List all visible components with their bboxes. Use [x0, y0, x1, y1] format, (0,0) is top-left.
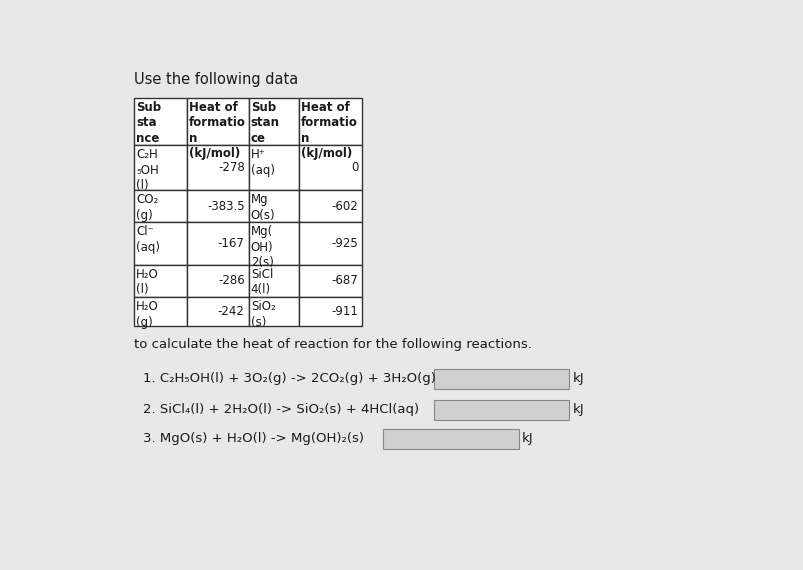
Text: Use the following data: Use the following data — [133, 72, 298, 87]
Bar — [299, 222, 362, 264]
Text: -602: -602 — [332, 200, 358, 213]
Bar — [186, 264, 248, 297]
Text: Sub
sta
nce: Sub sta nce — [136, 101, 161, 145]
Bar — [299, 264, 362, 297]
Bar — [248, 97, 299, 145]
Bar — [299, 97, 362, 145]
Text: Sub
stan
ce: Sub stan ce — [251, 101, 279, 145]
Bar — [133, 190, 186, 222]
Bar — [186, 190, 248, 222]
Bar — [248, 297, 299, 327]
Text: SiO₂
(s): SiO₂ (s) — [251, 300, 275, 329]
Text: -278: -278 — [218, 161, 244, 174]
Text: 0: 0 — [351, 161, 358, 174]
Text: H₂O
(g): H₂O (g) — [136, 300, 159, 329]
Text: H⁺
(aq): H⁺ (aq) — [251, 148, 275, 177]
Bar — [133, 264, 186, 297]
Text: Mg
O(s): Mg O(s) — [251, 193, 275, 222]
Text: 1. C₂H₅OH(l) + 3O₂(g) -> 2CO₂(g) + 3H₂O(g): 1. C₂H₅OH(l) + 3O₂(g) -> 2CO₂(g) + 3H₂O(… — [143, 372, 435, 385]
Text: CO₂
(g): CO₂ (g) — [136, 193, 158, 222]
Text: -911: -911 — [332, 305, 358, 318]
Bar — [186, 222, 248, 264]
Bar — [248, 190, 299, 222]
Text: Heat of
formatio
n
(kJ/mol): Heat of formatio n (kJ/mol) — [301, 101, 357, 160]
Bar — [299, 297, 362, 327]
Text: H₂O
(l): H₂O (l) — [136, 268, 159, 296]
Bar — [133, 97, 186, 145]
Bar — [248, 145, 299, 190]
Text: -286: -286 — [218, 274, 244, 287]
Text: -687: -687 — [332, 274, 358, 287]
Text: -242: -242 — [218, 305, 244, 318]
Bar — [186, 145, 248, 190]
Text: C₂H
₅OH
(l): C₂H ₅OH (l) — [136, 148, 159, 193]
Bar — [133, 222, 186, 264]
Text: -383.5: -383.5 — [206, 200, 244, 213]
Bar — [299, 190, 362, 222]
Bar — [133, 145, 186, 190]
Bar — [186, 97, 248, 145]
Text: kJ: kJ — [572, 372, 583, 385]
Bar — [433, 400, 569, 420]
Bar — [133, 297, 186, 327]
Text: kJ: kJ — [521, 432, 533, 445]
Text: Heat of
formatio
n
(kJ/mol): Heat of formatio n (kJ/mol) — [189, 101, 246, 160]
Text: 2. SiCl₄(l) + 2H₂O(l) -> SiO₂(s) + 4HCl(aq): 2. SiCl₄(l) + 2H₂O(l) -> SiO₂(s) + 4HCl(… — [143, 403, 418, 416]
Bar — [383, 429, 519, 449]
Bar — [248, 264, 299, 297]
Text: Cl⁻
(aq): Cl⁻ (aq) — [136, 226, 160, 254]
Bar — [299, 145, 362, 190]
Text: to calculate the heat of reaction for the following reactions.: to calculate the heat of reaction for th… — [133, 337, 531, 351]
Bar — [186, 297, 248, 327]
Text: -925: -925 — [332, 237, 358, 250]
Text: -167: -167 — [218, 237, 244, 250]
Bar — [433, 369, 569, 389]
Text: kJ: kJ — [572, 403, 583, 416]
Text: 3. MgO(s) + H₂O(l) -> Mg(OH)₂(s): 3. MgO(s) + H₂O(l) -> Mg(OH)₂(s) — [143, 432, 364, 445]
Bar — [248, 222, 299, 264]
Text: SiCl
4(l): SiCl 4(l) — [251, 268, 273, 296]
Text: Mg(
OH)
2(s): Mg( OH) 2(s) — [251, 226, 273, 270]
